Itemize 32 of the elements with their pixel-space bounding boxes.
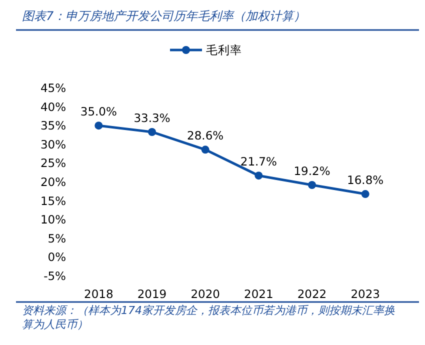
data-label: 33.3% <box>134 110 170 125</box>
y-tick-label: 15% <box>40 194 66 208</box>
y-tick-label: 25% <box>40 156 66 170</box>
x-tick-label: 2022 <box>297 287 327 301</box>
chart-title: 图表7：申万房地产开发公司历年毛利率（加权计算） <box>22 9 306 23</box>
data-label: 16.8% <box>347 173 384 188</box>
y-tick-label: 30% <box>40 137 66 152</box>
data-label: 28.6% <box>187 128 224 143</box>
data-label: 19.2% <box>294 164 330 178</box>
y-tick-label: 10% <box>40 212 66 227</box>
point <box>201 146 210 154</box>
legend-label: 毛利率 <box>206 43 242 57</box>
point <box>361 190 370 198</box>
y-tick-label: 5% <box>48 231 66 246</box>
y-tick-label: 20% <box>40 175 66 189</box>
y-tick-label: 40% <box>40 100 66 114</box>
y-tick-label: 0% <box>48 250 66 264</box>
y-tick-label: 35% <box>40 118 66 133</box>
data-label: 35.0% <box>80 104 117 119</box>
x-tick-label: 2019 <box>137 287 167 301</box>
y-tick-label: -5% <box>44 269 66 283</box>
point <box>148 128 156 136</box>
data-label: 21.7% <box>240 154 277 169</box>
point <box>94 122 103 130</box>
text: 资料来源：（样本为174家开发房企，报表本位币若为港币，则按期末汇率换算为人民币） <box>22 304 396 332</box>
x-tick-label: 2023 <box>350 287 380 301</box>
x-tick-label: 2018 <box>84 287 114 301</box>
y-tick-label: 45% <box>40 81 66 95</box>
point <box>254 172 263 180</box>
x-tick-label: 2020 <box>190 287 220 301</box>
x-tick-label: 2021 <box>244 287 274 301</box>
point <box>308 181 316 190</box>
